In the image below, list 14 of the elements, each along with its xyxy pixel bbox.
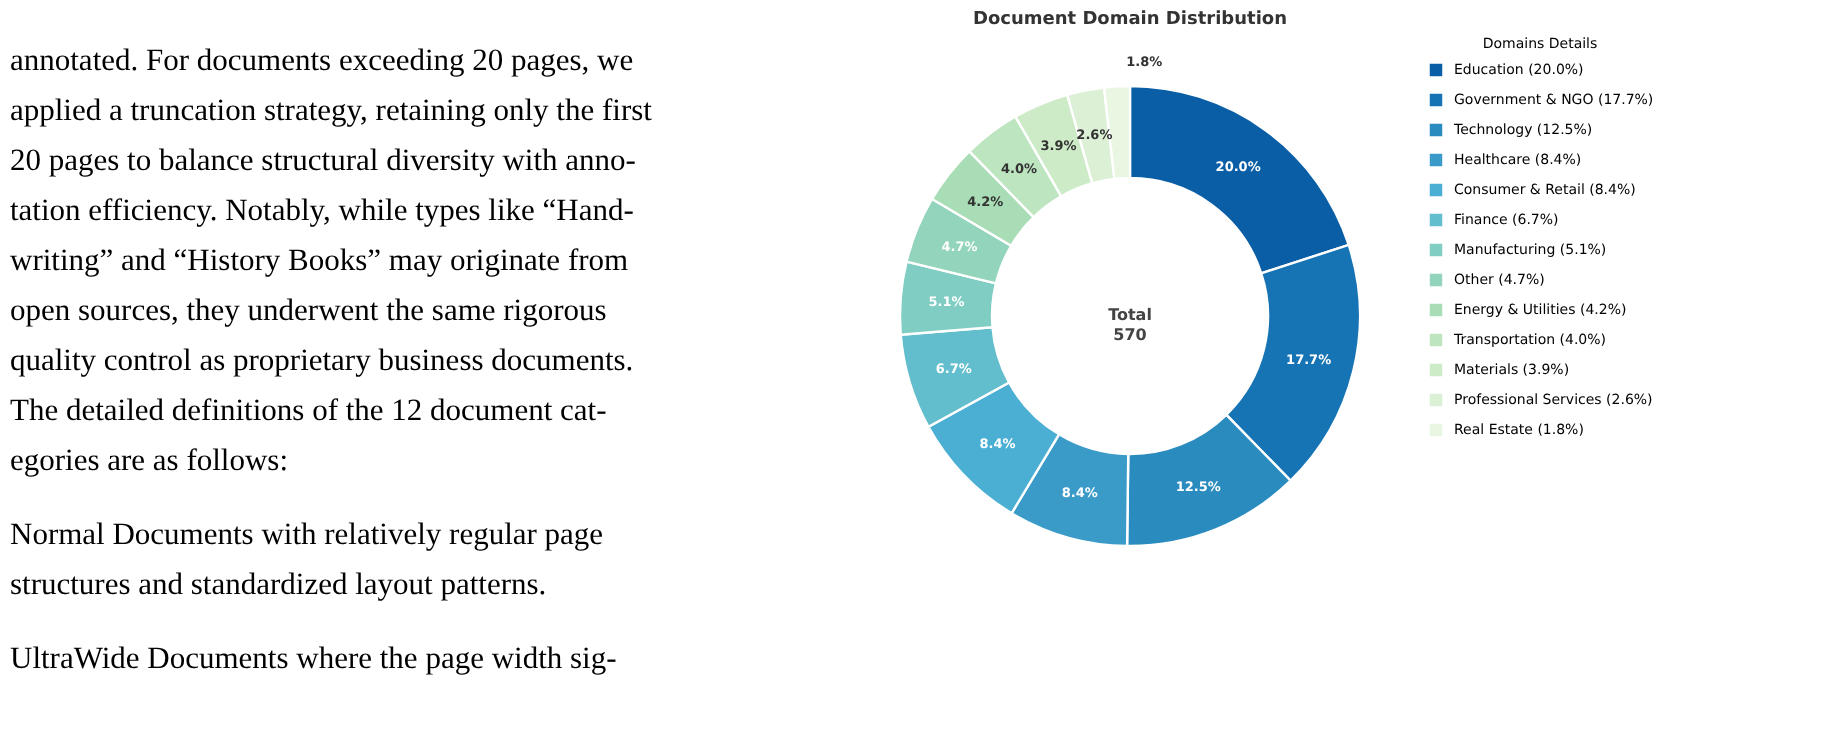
text: egories are as follows: [10, 444, 289, 478]
text: structures and standardized layout patterns. [10, 568, 547, 602]
text: The detailed definitions of the 12 document cat- [10, 394, 607, 428]
chart-title: Document Domain Distribution [972, 10, 1288, 30]
text: applied a truncation strategy, retaining only the first [10, 94, 654, 128]
text: Normal Documents with relatively regular page [10, 518, 604, 552]
text: writing” and “History Books” may originate from [10, 244, 629, 278]
text: open sources, they underwent the same rigorous [10, 294, 607, 328]
text: 20 pages to balance structural diversity with anno- [10, 144, 636, 178]
text: UltraWide Documents where the page width sig- [10, 642, 617, 676]
text: Total 570 [1108, 306, 1153, 344]
text: annotated. For documents exceeding 20 pages, we [10, 44, 634, 78]
text: quality control as proprietary business documents. [10, 344, 634, 378]
text: tation efficiency. Notably, while types like “Hand- [10, 194, 634, 228]
